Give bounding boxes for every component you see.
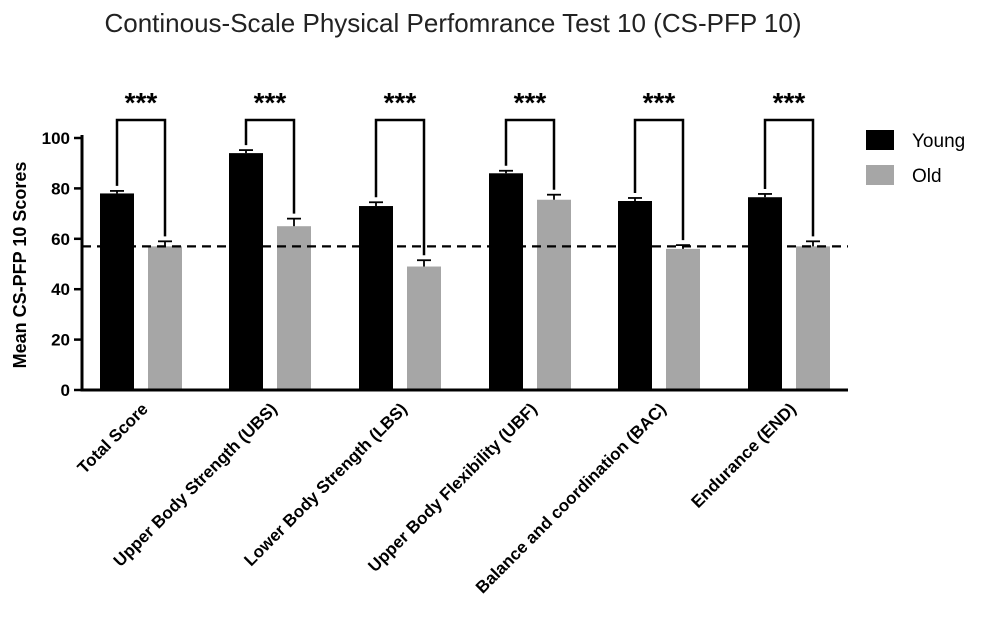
legend-swatch-young bbox=[866, 130, 894, 150]
bar-old bbox=[277, 226, 311, 390]
bar-young bbox=[618, 201, 652, 390]
bar-old bbox=[537, 199, 571, 390]
significance-label: *** bbox=[514, 87, 547, 118]
significance-bracket bbox=[115, 118, 167, 237]
bar-old bbox=[796, 246, 830, 390]
bar-young bbox=[359, 206, 393, 390]
significance-label: *** bbox=[125, 87, 158, 118]
significance-bracket bbox=[374, 118, 426, 256]
bar-old bbox=[666, 248, 700, 390]
legend-label-old: Old bbox=[912, 166, 942, 187]
y-axis-label: Mean CS-PFP 10 Scores bbox=[10, 162, 30, 369]
y-tick-label: 0 bbox=[61, 381, 70, 400]
bar-young bbox=[748, 197, 782, 390]
y-tick-label: 80 bbox=[51, 179, 70, 198]
significance-label: *** bbox=[254, 87, 287, 118]
chart-title: Continous-Scale Physical Perfomrance Tes… bbox=[104, 8, 801, 38]
significance-bracket bbox=[633, 118, 685, 241]
bar-old bbox=[407, 266, 441, 390]
legend-swatch-old bbox=[866, 165, 894, 185]
significance-label: *** bbox=[643, 87, 676, 118]
legend: Young Old bbox=[866, 130, 965, 187]
category-label: Total Score bbox=[74, 399, 152, 477]
bar-young bbox=[489, 173, 523, 390]
significance-bracket bbox=[244, 118, 296, 214]
y-tick-label: 40 bbox=[51, 280, 70, 299]
bar-young bbox=[229, 153, 263, 390]
y-tick-label: 20 bbox=[51, 331, 70, 350]
legend-label-young: Young bbox=[912, 131, 965, 152]
significance-bracket bbox=[504, 118, 556, 190]
bar-old bbox=[148, 246, 182, 390]
category-label: Endurance (END) bbox=[688, 399, 800, 511]
y-tick-label: 100 bbox=[42, 129, 70, 148]
y-tick-label: 60 bbox=[51, 230, 70, 249]
significance-bracket bbox=[763, 118, 815, 237]
significance-label: *** bbox=[384, 87, 417, 118]
bar-young bbox=[100, 193, 134, 390]
significance-label: *** bbox=[773, 87, 806, 118]
